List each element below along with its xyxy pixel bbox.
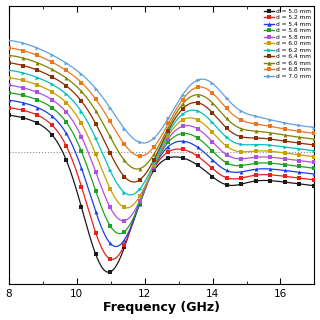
- Legend: d = 5.0 mm, d = 5.2 mm, d = 5.4 mm, d = 5.6 mm, d = 5.8 mm, d = 6.0 mm, d = 6.2 : d = 5.0 mm, d = 5.2 mm, d = 5.4 mm, d = …: [262, 7, 313, 80]
- X-axis label: Frequency (GHz): Frequency (GHz): [103, 301, 220, 315]
